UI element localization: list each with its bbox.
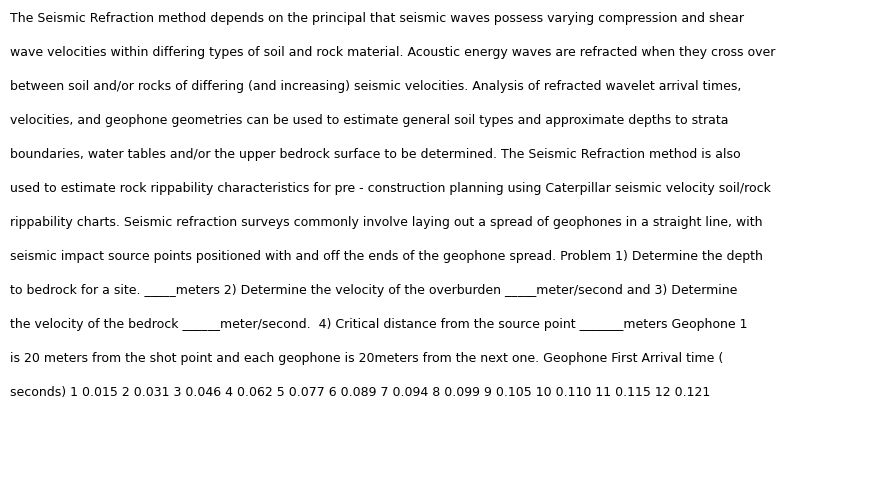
- Text: between soil and/or rocks of differing (and increasing) seismic velocities. Anal: between soil and/or rocks of differing (…: [10, 80, 741, 93]
- Text: is 20 meters from the shot point and each geophone is 20meters from the next one: is 20 meters from the shot point and eac…: [10, 351, 722, 364]
- Text: velocities, and geophone geometries can be used to estimate general soil types a: velocities, and geophone geometries can …: [10, 114, 727, 127]
- Text: The Seismic Refraction method depends on the principal that seismic waves posses: The Seismic Refraction method depends on…: [10, 12, 743, 25]
- Text: to bedrock for a site. _____meters 2) Determine the velocity of the overburden _: to bedrock for a site. _____meters 2) De…: [10, 284, 736, 297]
- Text: the velocity of the bedrock ______meter/second.  4) Critical distance from the s: the velocity of the bedrock ______meter/…: [10, 317, 747, 330]
- Text: used to estimate rock rippability characteristics for pre - construction plannin: used to estimate rock rippability charac…: [10, 182, 770, 194]
- Text: boundaries, water tables and/or the upper bedrock surface to be determined. The : boundaries, water tables and/or the uppe…: [10, 148, 740, 161]
- Text: wave velocities within differing types of soil and rock material. Acoustic energ: wave velocities within differing types o…: [10, 46, 774, 59]
- Text: rippability charts. Seismic refraction surveys commonly involve laying out a spr: rippability charts. Seismic refraction s…: [10, 215, 762, 228]
- Text: seconds) 1 0.015 2 0.031 3 0.046 4 0.062 5 0.077 6 0.089 7 0.094 8 0.099 9 0.105: seconds) 1 0.015 2 0.031 3 0.046 4 0.062…: [10, 385, 710, 398]
- Text: seismic impact source points positioned with and off the ends of the geophone sp: seismic impact source points positioned …: [10, 249, 762, 263]
